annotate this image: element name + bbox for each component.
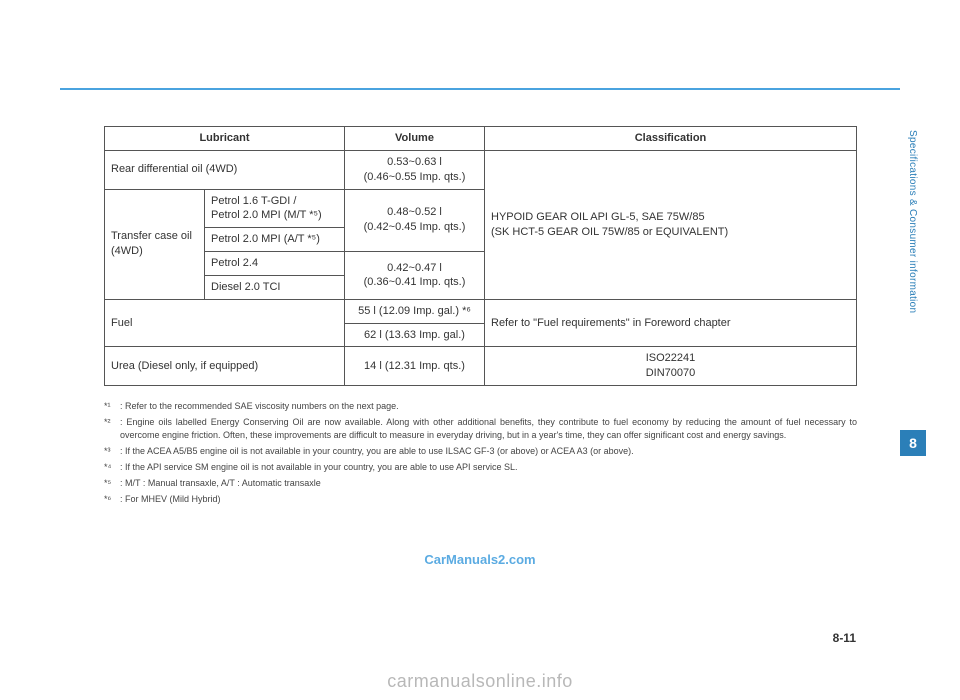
- page-number: 8-11: [833, 631, 856, 645]
- footnote-sup: *⁶: [104, 493, 120, 506]
- urea-volume: 14 l (12.31 Imp. qts.): [345, 347, 485, 386]
- fuel-vol1: 55 l (12.09 Imp. gal.) *⁶: [345, 299, 485, 323]
- footnote-text: : M/T : Manual transaxle, A/T : Automati…: [120, 477, 857, 490]
- side-chapter-tab: 8: [900, 430, 926, 456]
- transfer-case-row3: Petrol 2.4: [205, 252, 345, 276]
- footnote-sup: *¹: [104, 400, 120, 413]
- transfer-case-row1: Petrol 1.6 T-GDI /Petrol 2.0 MPI (M/T *⁵…: [205, 189, 345, 228]
- fuel-vol2: 62 l (13.63 Imp. gal.): [345, 323, 485, 347]
- footnote-1: *¹ : Refer to the recommended SAE viscos…: [104, 400, 857, 413]
- footnote-sup: *⁴: [104, 461, 120, 474]
- footnote-text: : For MHEV (Mild Hybrid): [120, 493, 857, 506]
- transfer-case-row2: Petrol 2.0 MPI (A/T *⁵): [205, 228, 345, 252]
- footnote-2: *² : Engine oils labelled Energy Conserv…: [104, 416, 857, 442]
- table-row: Urea (Diesel only, if equipped) 14 l (12…: [105, 347, 857, 386]
- rear-diff-volume: 0.53~0.63 l(0.46~0.55 Imp. qts.): [345, 150, 485, 189]
- transfer-case-label: Transfer case oil(4WD): [105, 189, 205, 299]
- side-section-label: Specifications & Consumer information: [906, 130, 918, 430]
- watermark-bottom: carmanualsonline.info: [0, 671, 960, 692]
- header-lubricant: Lubricant: [105, 127, 345, 151]
- fuel-label: Fuel: [105, 299, 345, 347]
- footnotes: *¹ : Refer to the recommended SAE viscos…: [104, 400, 857, 506]
- header-volume: Volume: [345, 127, 485, 151]
- transfer-case-vol2: 0.42~0.47 l(0.36~0.41 Imp. qts.): [345, 252, 485, 300]
- urea-label: Urea (Diesel only, if equipped): [105, 347, 345, 386]
- footnote-sup: *⁵: [104, 477, 120, 490]
- transfer-case-vol1: 0.48~0.52 l(0.42~0.45 Imp. qts.): [345, 189, 485, 252]
- footnote-sup: *²: [104, 416, 120, 442]
- table-row: Rear differential oil (4WD) 0.53~0.63 l(…: [105, 150, 857, 189]
- footnote-text: : If the API service SM engine oil is no…: [120, 461, 857, 474]
- transfer-case-row4: Diesel 2.0 TCI: [205, 275, 345, 299]
- footnote-text: : Engine oils labelled Energy Conserving…: [120, 416, 857, 442]
- fuel-classification: Refer to "Fuel requirements" in Foreword…: [485, 299, 857, 347]
- footnote-4: *⁴ : If the API service SM engine oil is…: [104, 461, 857, 474]
- footnote-sup: *³: [104, 445, 120, 458]
- header-classification: Classification: [485, 127, 857, 151]
- footnote-5: *⁵ : M/T : Manual transaxle, A/T : Autom…: [104, 477, 857, 490]
- table-header-row: Lubricant Volume Classification: [105, 127, 857, 151]
- rear-diff-label: Rear differential oil (4WD): [105, 150, 345, 189]
- footnote-text: : If the ACEA A5/B5 engine oil is not av…: [120, 445, 857, 458]
- lubricant-spec-table: Lubricant Volume Classification Rear dif…: [104, 126, 857, 386]
- classification-main: HYPOID GEAR OIL API GL-5, SAE 75W/85(SK …: [485, 150, 857, 299]
- page-content: Lubricant Volume Classification Rear dif…: [104, 126, 857, 509]
- top-divider: [60, 88, 900, 90]
- footnote-6: *⁶ : For MHEV (Mild Hybrid): [104, 493, 857, 506]
- table-row: Fuel 55 l (12.09 Imp. gal.) *⁶ Refer to …: [105, 299, 857, 323]
- footnote-text: : Refer to the recommended SAE viscosity…: [120, 400, 857, 413]
- footnote-3: *³ : If the ACEA A5/B5 engine oil is not…: [104, 445, 857, 458]
- watermark-center: CarManuals2.com: [0, 552, 960, 567]
- urea-classification: ISO22241DIN70070: [485, 347, 857, 386]
